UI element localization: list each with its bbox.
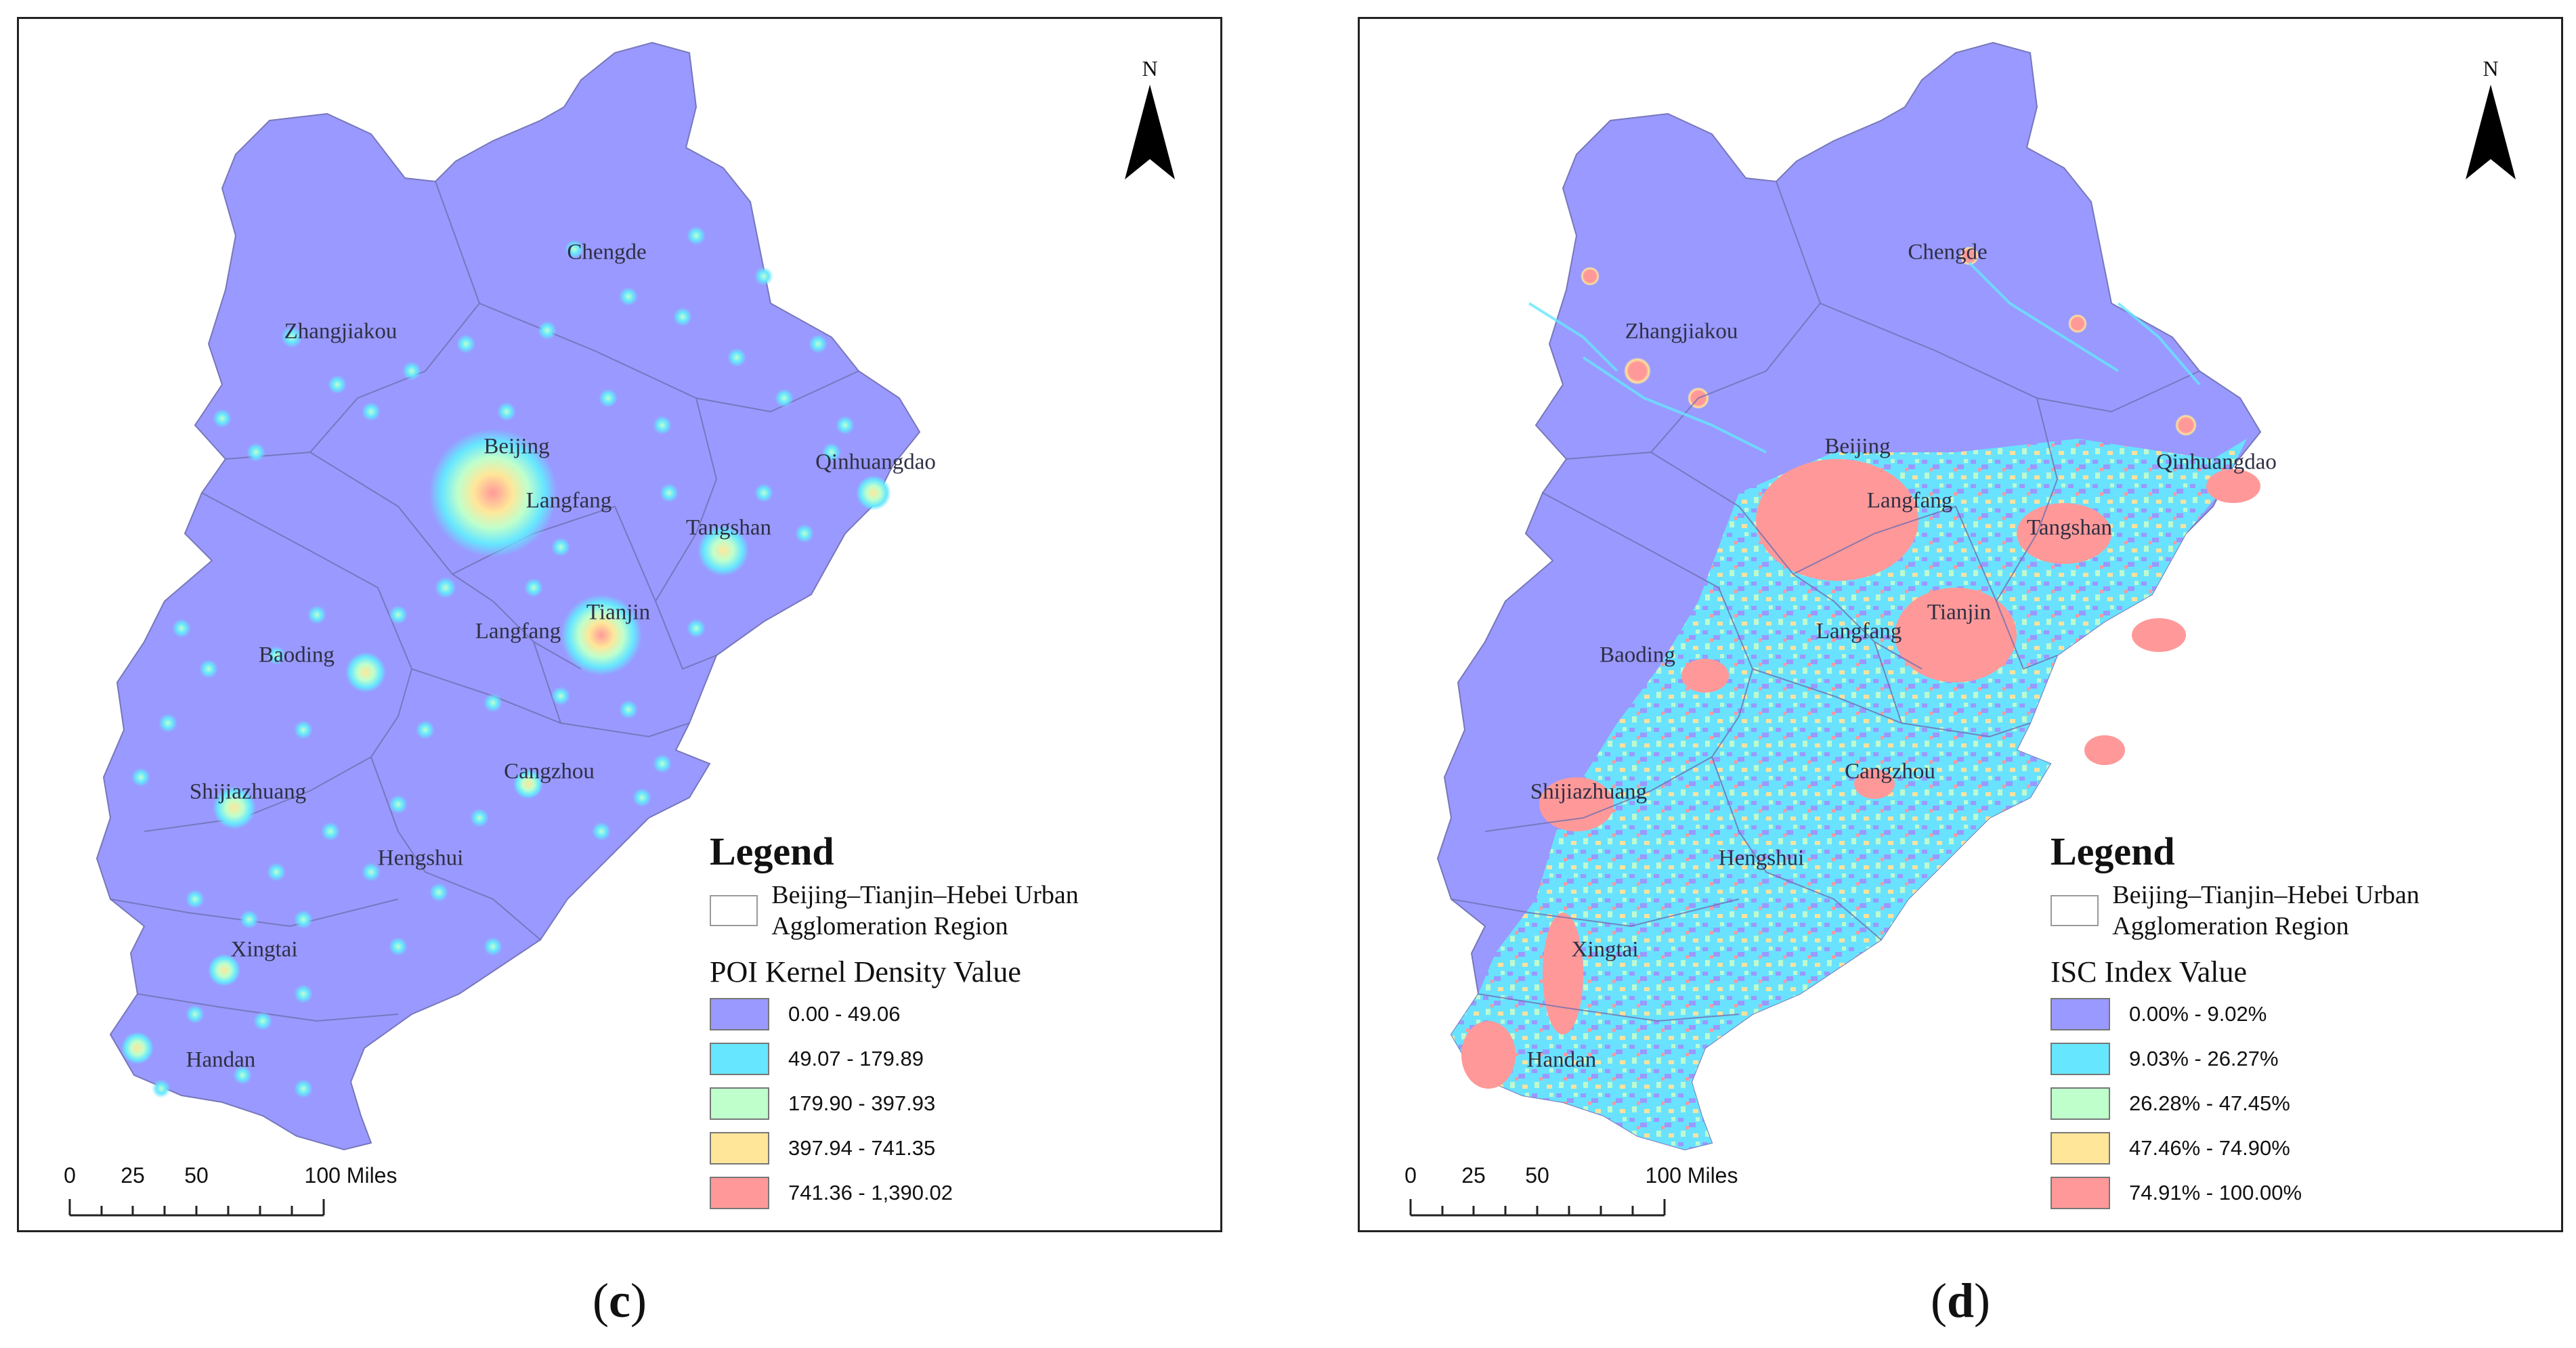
legend-title: Legend [2051, 829, 2175, 873]
legend-class-label: 47.46% - 74.90% [2129, 1136, 2290, 1160]
north-arrow: N [2460, 56, 2521, 185]
legend-class-label: 741.36 - 1,390.02 [788, 1181, 953, 1204]
north-label: N [1142, 56, 1158, 81]
city-label-xingtai: Xingtai [230, 937, 298, 962]
legend-swatch [2051, 1132, 2110, 1165]
legend-value-title: POI Kernel Density Value [710, 955, 1021, 988]
legend-class-label: 26.28% - 47.45% [2129, 1091, 2290, 1115]
legend-swatch [710, 1087, 769, 1120]
panel-caption-letter: d [1946, 1274, 1975, 1328]
city-label-shijiazhuang: Shijiazhuang [189, 779, 307, 804]
city-label-beijing: Beijing [1824, 434, 1891, 459]
region-label: Beijing–Tianjin–Hebei Urban Agglomeratio… [2112, 881, 2420, 940]
region-swatch [2051, 895, 2099, 926]
region-label: Beijing–Tianjin–Hebei Urban Agglomeratio… [771, 881, 1079, 940]
legend-class-label: 9.03% - 26.27% [2129, 1047, 2279, 1070]
density-hotspot-beijing [429, 429, 557, 557]
panel-caption-letter: c [609, 1274, 630, 1328]
map-panel-d: Chengde Zhangjiakou Beijing Langfang Qin… [1358, 17, 2563, 1232]
region-swatch [710, 895, 758, 926]
legend-swatch [2051, 1087, 2110, 1120]
city-label-hengshui: Hengshui [1718, 846, 1805, 871]
legend-class: 741.36 - 1,390.02 [710, 1171, 1211, 1215]
city-label-beijing: Beijing [484, 434, 550, 459]
scale-bar: 0 25 50 100 Miles [46, 1163, 397, 1224]
legend-swatch [710, 1043, 769, 1075]
city-label-langfang-north: Langfang [525, 488, 612, 513]
legend-class: 179.90 - 397.93 [710, 1081, 1211, 1126]
north-arrow: N [1119, 56, 1180, 185]
city-label-xingtai: Xingtai [1571, 937, 1639, 962]
scale-bar-graphic [1409, 1199, 1666, 1217]
legend-class: 47.46% - 74.90% [2051, 1126, 2552, 1171]
density-hotspot-tianjin [561, 594, 642, 676]
city-label-tangshan: Tangshan [686, 515, 771, 540]
scale-tick-label: 25 [1461, 1163, 1486, 1188]
city-label-cangzhou: Cangzhou [504, 759, 595, 784]
scale-bar: 0 25 50 100 Miles [1387, 1163, 1738, 1224]
legend-class: 49.07 - 179.89 [710, 1037, 1211, 1081]
city-label-qinhuangdao: Qinhuangdao [2156, 450, 2277, 475]
city-label-langfang-north: Langfang [1866, 488, 1953, 513]
city-label-langfang-south: Langfang [1816, 619, 1902, 644]
legend-class-label: 74.91% - 100.00% [2129, 1181, 2302, 1204]
poi-density-map [95, 41, 921, 1151]
city-label-chengde: Chengde [1908, 240, 1988, 265]
north-arrow-icon [1125, 85, 1175, 179]
city-label-tianjin: Tianjin [1927, 600, 1992, 625]
city-label-handan: Handan [1526, 1047, 1597, 1072]
north-arrow-icon [2466, 85, 2516, 179]
scale-tick-label: 25 [121, 1163, 145, 1188]
legend-class-label: 179.90 - 397.93 [788, 1091, 936, 1115]
panel-caption-c: (c) [593, 1274, 647, 1328]
scale-tick-label: 50 [1525, 1163, 1549, 1188]
legend-swatch [710, 1132, 769, 1165]
city-label-chengde: Chengde [567, 240, 647, 265]
city-label-baoding: Baoding [1600, 643, 1675, 668]
isc-index-map [1436, 41, 2262, 1151]
city-label-shijiazhuang: Shijiazhuang [1530, 779, 1648, 804]
north-label: N [2483, 56, 2499, 81]
city-label-cangzhou: Cangzhou [1845, 759, 1935, 784]
city-label-baoding: Baoding [259, 643, 335, 668]
legend-swatch [2051, 998, 2110, 1030]
legend-class: 74.91% - 100.00% [2051, 1171, 2552, 1215]
legend-class-label: 0.00 - 49.06 [788, 1002, 901, 1026]
legend-class: 0.00 - 49.06 [710, 992, 1211, 1037]
legend: Legend Beijing–Tianjin–Hebei Urban Agglo… [710, 828, 1211, 1215]
city-label-hengshui: Hengshui [377, 846, 464, 871]
map-panel-c: Chengde Zhangjiakou Beijing Langfang Qin… [17, 17, 1222, 1232]
legend-class: 26.28% - 47.45% [2051, 1081, 2552, 1126]
city-label-zhangjiakou: Zhangjiakou [284, 319, 398, 344]
city-label-qinhuangdao: Qinhuangdao [815, 450, 936, 475]
legend-class-label: 49.07 - 179.89 [788, 1047, 924, 1070]
scale-tick-label: 100 Miles [304, 1163, 398, 1188]
legend-class-label: 0.00% - 9.02% [2129, 1002, 2267, 1026]
legend-swatch [710, 1177, 769, 1209]
legend-swatch [710, 998, 769, 1030]
city-label-langfang-south: Langfang [475, 619, 561, 644]
scale-tick-label: 100 Miles [1645, 1163, 1738, 1188]
legend-swatch [2051, 1177, 2110, 1209]
legend-class: 397.94 - 741.35 [710, 1126, 1211, 1171]
legend-class: 9.03% - 26.27% [2051, 1037, 2552, 1081]
city-label-tangshan: Tangshan [2027, 515, 2112, 540]
scale-tick-label: 50 [184, 1163, 209, 1188]
legend-class: 0.00% - 9.02% [2051, 992, 2552, 1037]
scale-bar-graphic [68, 1199, 325, 1217]
legend: Legend Beijing–Tianjin–Hebei Urban Agglo… [2051, 828, 2552, 1215]
panel-caption-d: (d) [1930, 1274, 1991, 1328]
city-label-zhangjiakou: Zhangjiakou [1625, 319, 1738, 344]
legend-class-label: 397.94 - 741.35 [788, 1136, 936, 1160]
legend-swatch [2051, 1043, 2110, 1075]
legend-title: Legend [710, 829, 834, 873]
legend-value-title: ISC Index Value [2051, 955, 2248, 988]
scale-tick-label: 0 [64, 1163, 76, 1188]
city-label-handan: Handan [186, 1047, 256, 1072]
city-label-tianjin: Tianjin [586, 600, 651, 625]
scale-tick-label: 0 [1404, 1163, 1417, 1188]
